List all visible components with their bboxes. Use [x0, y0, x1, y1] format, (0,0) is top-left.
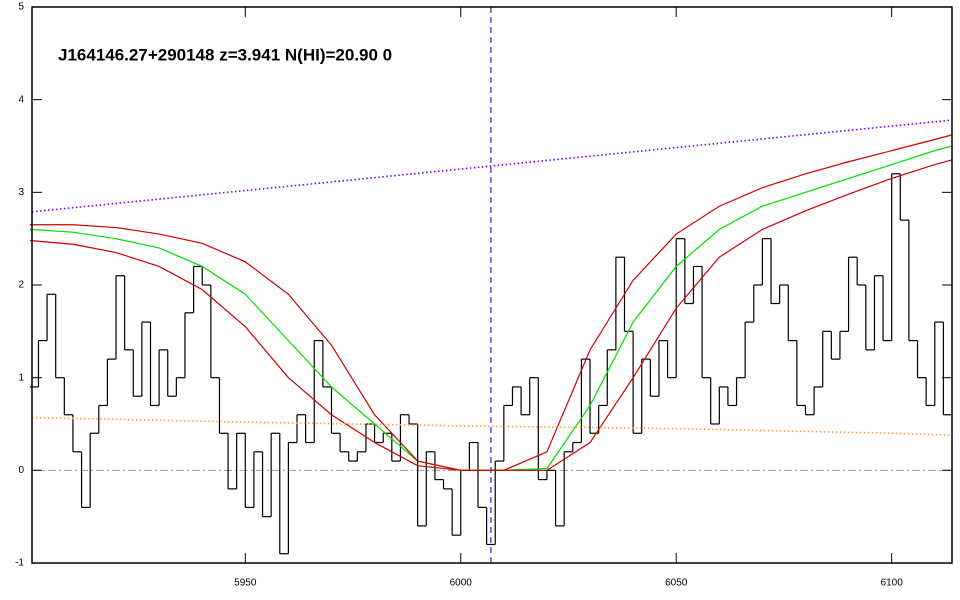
series-line [31, 416, 953, 436]
x-tick-label: 6050 [665, 578, 688, 589]
flux-connectors [37, 173, 944, 554]
y-tick-label: 1 [18, 372, 24, 383]
chart-title: J164146.27+290148 z=3.941 N(HI)=20.90 0 [58, 45, 392, 64]
y-tick-label: 3 [18, 187, 24, 198]
y-tick-label: 5 [18, 2, 24, 13]
y-tick-label: 2 [18, 280, 24, 291]
x-tick-label: 5950 [234, 578, 257, 589]
y-tick-label: -1 [15, 558, 24, 569]
x-tick-label: 6100 [881, 578, 904, 589]
y-tick-label: 0 [18, 465, 24, 476]
x-tick-label: 6000 [450, 578, 473, 589]
series-line [29, 159, 953, 471]
y-tick-label: 4 [18, 94, 24, 105]
